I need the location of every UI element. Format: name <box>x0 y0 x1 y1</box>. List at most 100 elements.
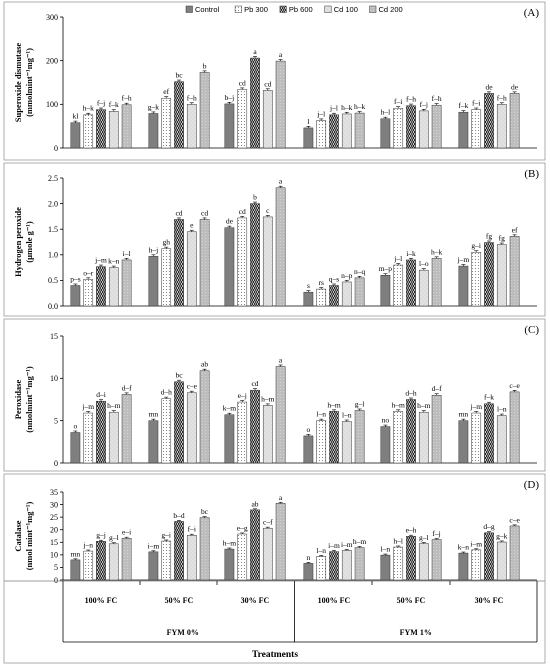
bar-pb-300-3 <box>237 89 248 149</box>
significance-label: e–h <box>406 526 417 535</box>
bar-control-3 <box>224 548 235 581</box>
legend-label-pb-600: Pb 600 <box>289 5 313 14</box>
legend-label-pb-300: Pb 300 <box>244 5 268 14</box>
y-tick-label: 20 <box>50 526 58 535</box>
bar-cd-100-2 <box>186 231 197 307</box>
significance-label: k–n <box>108 257 120 266</box>
significance-label: b–d <box>173 511 185 520</box>
significance-label: e–g <box>237 523 248 532</box>
significance-label: l–n <box>497 405 507 414</box>
significance-label: mn <box>71 549 81 558</box>
panel-frame <box>3 318 546 472</box>
significance-label: i–m <box>470 539 482 548</box>
significance-label: kl <box>72 112 78 121</box>
significance-label: j–l <box>393 254 402 263</box>
significance-label: n–p <box>341 271 353 280</box>
y-tick-label: 0 <box>54 576 58 585</box>
bar-pb-600-2 <box>174 219 184 307</box>
significance-label: cd <box>201 208 208 217</box>
significance-label: de <box>485 82 493 91</box>
significance-label: e–j <box>238 391 247 400</box>
bar-pb-300-5 <box>393 264 404 307</box>
bar-control-4 <box>303 291 314 307</box>
significance-label: h–k <box>354 102 366 111</box>
significance-label: rs <box>318 278 323 287</box>
significance-label: m–p <box>379 264 393 273</box>
significance-label: s <box>307 281 310 290</box>
bar-pb-300-1 <box>83 550 94 581</box>
significance-label: f–h <box>432 94 442 103</box>
significance-label: h–m <box>417 401 431 410</box>
bar-pb-600-5 <box>406 259 416 307</box>
legend-swatch-cd-200 <box>369 5 377 13</box>
significance-label: g–k <box>496 531 508 540</box>
bar-cd-200-5 <box>431 539 442 581</box>
significance-label: k–m <box>223 404 237 413</box>
y-tick-label: 35 <box>50 488 58 497</box>
bar-control-5 <box>380 554 391 581</box>
y-tick-label: 1.0 <box>48 251 58 260</box>
y-tick-label: 2.0 <box>48 199 58 208</box>
bar-cd-200-5 <box>431 258 442 307</box>
bar-pb-300-2 <box>161 97 172 149</box>
bar-pb-600-5 <box>406 399 416 464</box>
bar-pb-600-2 <box>174 381 184 464</box>
significance-label: d–h <box>405 388 417 397</box>
y-tick-label: 10 <box>50 374 58 383</box>
significance-label: bc <box>175 371 183 380</box>
bar-pb-300-6 <box>471 549 482 581</box>
bar-control-2 <box>148 256 159 307</box>
bar-cd-100-3 <box>262 90 273 149</box>
bar-control-6 <box>458 265 469 307</box>
bar-cd-100-6 <box>496 244 507 307</box>
x-axis-frame <box>3 580 546 664</box>
significance-label: c–e <box>509 515 520 524</box>
y-tick-label: 10 <box>50 551 58 560</box>
bar-pb-600-5 <box>406 105 416 149</box>
x-group-label: FYM 1% <box>400 628 432 637</box>
bar-pb-600-5 <box>406 536 416 581</box>
significance-label: g–i <box>471 241 481 250</box>
significance-label: bc <box>175 71 183 80</box>
significance-label: b <box>203 61 207 70</box>
bar-cd-100-5 <box>418 110 429 149</box>
bar-pb-600-1 <box>96 400 106 464</box>
significance-label: h–m <box>261 394 275 403</box>
bar-cd-100-5 <box>418 269 429 307</box>
bar-pb-300-2 <box>161 540 172 581</box>
significance-label: j–l <box>316 109 325 118</box>
bar-cd-200-2 <box>199 219 210 307</box>
y-axis-title-line: Hydrogen peroxide <box>13 207 23 277</box>
significance-label: c–e <box>187 382 198 391</box>
bar-control-6 <box>458 552 469 581</box>
bar-pb-300-4 <box>316 120 327 149</box>
significance-label: no <box>382 416 390 425</box>
bar-cd-200-6 <box>509 93 520 149</box>
significance-label: a <box>279 50 283 59</box>
significance-label: h–m <box>327 400 341 409</box>
bar-control-1 <box>70 432 81 464</box>
legend-label-cd-100: Cd 100 <box>334 5 358 14</box>
significance-label: f–i <box>472 99 480 108</box>
significance-label: n–q <box>354 267 366 276</box>
y-tick-label: 25 <box>50 513 58 522</box>
significance-label: l–n <box>342 410 352 419</box>
bar-cd-200-4 <box>354 112 365 149</box>
significance-label: g–l <box>419 533 429 542</box>
bar-control-1 <box>70 122 81 149</box>
significance-label: j–m <box>81 402 94 411</box>
bar-cd-200-4 <box>354 277 365 307</box>
legend-swatch-cd-100 <box>324 5 332 13</box>
bar-cd-200-2 <box>199 72 210 149</box>
significance-label: j–m <box>457 255 470 264</box>
bar-cd-100-4 <box>341 421 352 464</box>
bar-cd-200-1 <box>121 259 132 307</box>
bar-pb-300-4 <box>316 420 327 464</box>
bar-pb-600-3 <box>250 389 260 464</box>
bar-pb-300-2 <box>161 398 172 464</box>
significance-label: n <box>307 553 311 562</box>
bar-cd-100-6 <box>496 541 507 581</box>
significance-label: o <box>307 425 311 434</box>
y-axis-title-line: (µmole g⁻¹) <box>24 221 34 263</box>
